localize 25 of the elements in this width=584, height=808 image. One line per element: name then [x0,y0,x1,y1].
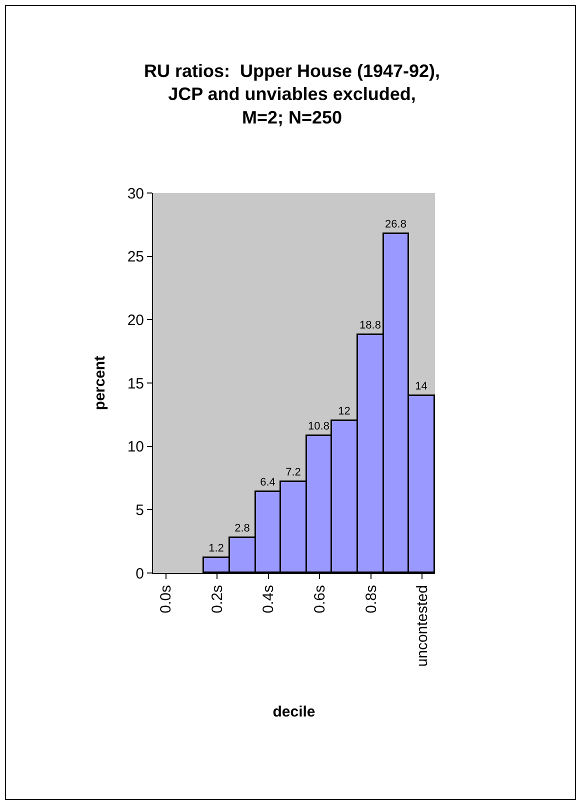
x-tick-label: uncontested [414,585,432,667]
x-axis-title: decile [272,704,316,721]
data-label: 18.8 [360,319,381,332]
chart-title: RU ratios: Upper House (1947-92), JCP and unviables excluded, M=2; N=250 [144,60,440,128]
y-tick-label: 15 [127,375,144,392]
x-tick-label: 0.0s [158,585,175,614]
y-axis-title: percent [92,356,109,410]
x-tick-label: 0.6s [312,585,329,614]
data-label: 12 [338,405,350,418]
data-label: 26.8 [385,218,406,230]
y-tick-label: 10 [127,438,144,456]
x-tick-label: 0.2s [208,585,226,614]
data-label: 1.2 [208,542,224,554]
y-tick-label: 20 [127,312,144,329]
x-tick-label: 0.4s [260,585,278,614]
x-tick-label: 0.8s [362,585,380,614]
data-label: 10.8 [308,420,330,432]
data-label: 6.4 [260,476,276,488]
y-tick-label: 30 [127,185,144,202]
data-label: 7.2 [286,466,301,478]
y-tick-label: 25 [127,248,144,266]
y-tick-label: 5 [136,502,144,519]
data-label: 14 [415,380,428,392]
y-tick-label: 0 [136,565,144,582]
data-label: 2.8 [234,522,250,534]
